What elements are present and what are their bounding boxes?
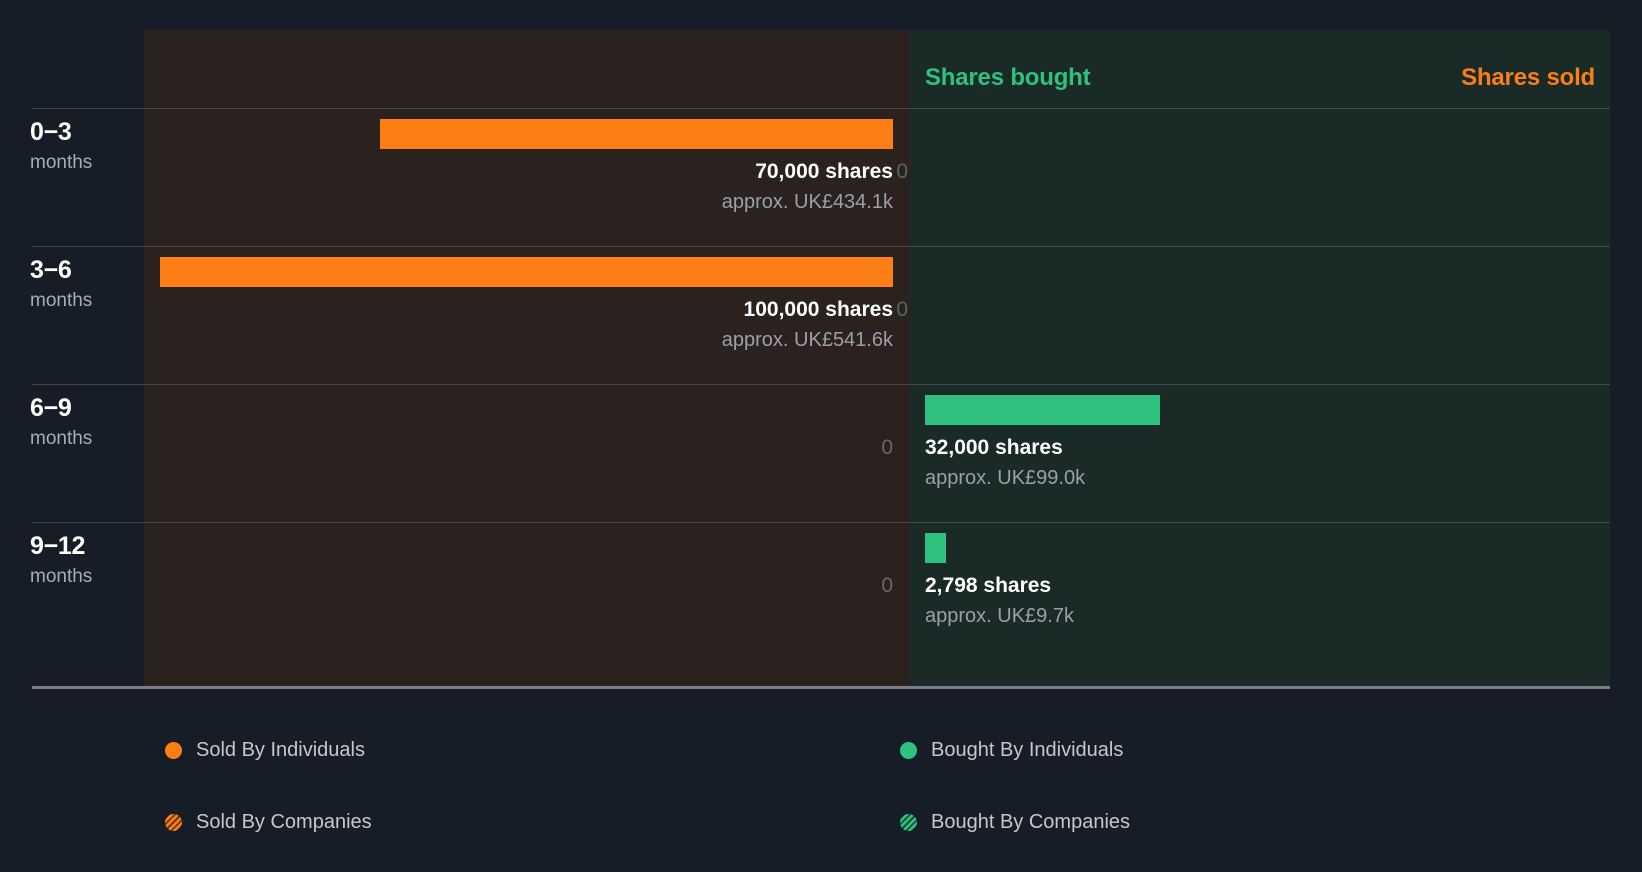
- bought-bar[interactable]: [925, 533, 946, 563]
- bought-shares-value: 32,000 shares: [925, 436, 1063, 459]
- sold-approx-value: approx. UK£434.1k: [721, 191, 893, 214]
- legend-label: Sold By Companies: [196, 811, 372, 833]
- row-period-unit: months: [30, 428, 93, 449]
- row-period-unit: months: [30, 152, 93, 173]
- bought-bar[interactable]: [925, 395, 1160, 425]
- shares-sold-header-label: Shares sold: [1461, 64, 1595, 91]
- bought-shares-value: 2,798 shares: [925, 574, 1052, 597]
- bought-value-block: 0: [896, 158, 908, 186]
- row-period-label: 6−9 months: [30, 394, 140, 454]
- sold-value-block: 0: [881, 572, 893, 600]
- sold-value-block: 0: [881, 434, 893, 462]
- solid-circle-green-icon: [900, 741, 917, 759]
- sold-bar-track: [380, 119, 893, 149]
- chart-header: Shares sold Shares bought: [144, 30, 1610, 108]
- sold-shares-value: 100,000 shares: [743, 298, 893, 321]
- table-row: 3−6 months 100,000 shares approx. UK£541…: [0, 247, 1642, 385]
- bought-value-block: 32,000 shares approx. UK£99.0k: [925, 434, 1085, 494]
- shares-bought-header-label: Shares bought: [925, 64, 1091, 91]
- legend-item-bought-by-individuals[interactable]: Bought By Individuals: [900, 740, 1123, 760]
- table-row: 0−3 months 70,000 shares approx. UK£434.…: [0, 109, 1642, 247]
- sold-bar[interactable]: [160, 257, 893, 287]
- row-period-label: 0−3 months: [30, 118, 140, 178]
- bought-bar-track: [925, 533, 946, 563]
- row-period-label: 9−12 months: [30, 532, 140, 592]
- legend-item-sold-by-individuals[interactable]: Sold By Individuals: [165, 740, 365, 760]
- row-period-range: 6−9: [30, 394, 72, 422]
- row-period-range: 0−3: [30, 118, 72, 146]
- sold-approx-value: approx. UK£541.6k: [721, 329, 893, 352]
- row-divider: [32, 246, 1610, 247]
- row-divider: [32, 384, 1610, 385]
- table-row: 9−12 months 0 2,798 shares approx. UK£9.…: [0, 523, 1642, 661]
- bought-approx-value: approx. UK£9.7k: [925, 605, 1074, 628]
- row-period-unit: months: [30, 566, 93, 587]
- row-period-unit: months: [30, 290, 93, 311]
- sold-shares-value: 70,000 shares: [755, 160, 893, 183]
- row-sold-cell: 0: [144, 385, 910, 523]
- legend-label: Bought By Companies: [931, 811, 1131, 833]
- row-sold-cell: 0: [144, 523, 910, 661]
- bought-shares-value: 0: [896, 298, 908, 321]
- bought-bar-track: [925, 395, 1160, 425]
- row-sold-cell: 100,000 shares approx. UK£541.6k: [144, 247, 910, 385]
- shares-bought-column-panel: [910, 30, 1610, 687]
- table-row: 6−9 months 0 32,000 shares approx. UK£99…: [0, 385, 1642, 523]
- bought-value-block: 0: [896, 296, 908, 324]
- legend-item-bought-by-companies[interactable]: Bought By Companies: [900, 812, 1130, 832]
- chart-baseline: [32, 686, 1610, 689]
- striped-circle-orange-icon: [165, 813, 182, 831]
- sold-value-block: 70,000 shares approx. UK£434.1k: [722, 158, 893, 218]
- row-divider: [32, 522, 1610, 523]
- sold-value-block: 100,000 shares approx. UK£541.6k: [722, 296, 893, 356]
- row-divider: [32, 108, 1610, 109]
- row-period-range: 9−12: [30, 532, 86, 560]
- sold-bar-track: [160, 257, 893, 287]
- row-bought-cell: 0: [896, 247, 1610, 385]
- chart-legend: Sold By Individuals Sold By Companies Bo…: [0, 700, 1642, 872]
- bought-shares-value: 0: [896, 160, 908, 183]
- sold-shares-value: 0: [881, 574, 893, 597]
- row-sold-cell: 70,000 shares approx. UK£434.1k: [144, 109, 910, 247]
- row-period-range: 3−6: [30, 256, 72, 284]
- striped-circle-green-icon: [900, 813, 917, 831]
- bought-approx-value: approx. UK£99.0k: [925, 467, 1086, 490]
- sold-shares-value: 0: [881, 436, 893, 459]
- bought-value-block: 2,798 shares approx. UK£9.7k: [925, 572, 1074, 632]
- row-bought-cell: 0: [896, 109, 1610, 247]
- row-bought-cell: 2,798 shares approx. UK£9.7k: [910, 523, 1610, 661]
- legend-label: Bought By Individuals: [931, 739, 1124, 761]
- solid-circle-orange-icon: [165, 741, 182, 759]
- legend-label: Sold By Individuals: [196, 739, 365, 761]
- sold-bar[interactable]: [380, 119, 893, 149]
- row-period-label: 3−6 months: [30, 256, 140, 316]
- legend-item-sold-by-companies[interactable]: Sold By Companies: [165, 812, 372, 832]
- row-bought-cell: 32,000 shares approx. UK£99.0k: [910, 385, 1610, 523]
